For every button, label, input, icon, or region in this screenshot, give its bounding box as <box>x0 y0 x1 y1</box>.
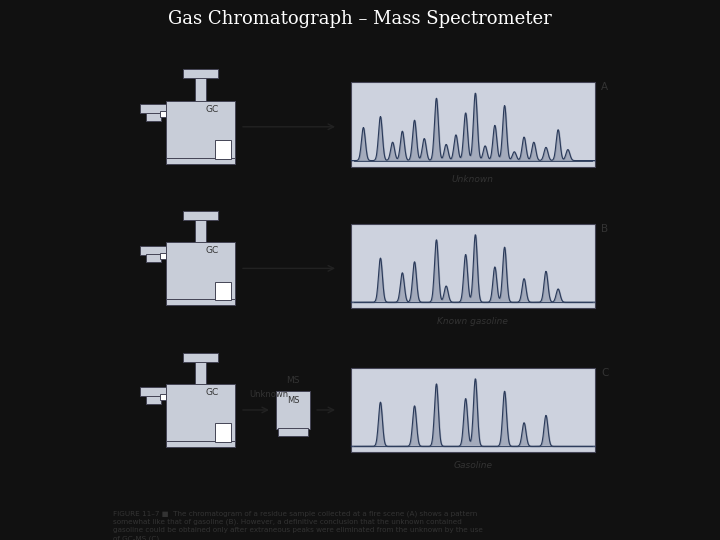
Bar <box>140 246 166 255</box>
Bar <box>351 224 595 308</box>
Bar <box>146 254 161 262</box>
Bar <box>351 368 595 452</box>
Text: A: A <box>601 82 608 92</box>
Bar <box>166 299 235 306</box>
Bar <box>215 281 230 300</box>
Bar <box>215 140 230 159</box>
Bar <box>146 113 161 120</box>
Bar <box>146 396 161 404</box>
Bar <box>183 353 217 362</box>
Bar <box>279 428 307 436</box>
Bar <box>215 423 230 442</box>
Text: GC: GC <box>206 388 219 397</box>
Text: FIGURE 11–7 ■  The chromatogram of a residue sample collected at a fire scene (A: FIGURE 11–7 ■ The chromatogram of a resi… <box>113 510 483 540</box>
Bar <box>166 158 235 164</box>
Bar <box>195 362 206 384</box>
Bar <box>166 242 235 299</box>
Text: MS: MS <box>287 376 300 385</box>
Bar <box>160 253 166 259</box>
Bar <box>166 441 235 447</box>
Bar <box>166 100 235 158</box>
Bar <box>183 70 217 78</box>
Bar <box>276 392 310 429</box>
Bar <box>195 220 206 242</box>
Bar <box>160 111 166 117</box>
Text: MS: MS <box>287 396 300 406</box>
Bar <box>140 387 166 396</box>
Text: Gasoline: Gasoline <box>454 461 492 470</box>
Text: GC: GC <box>206 105 219 114</box>
Bar <box>166 384 235 441</box>
Text: C: C <box>601 368 608 378</box>
Text: GC: GC <box>206 246 219 255</box>
Text: Unknown: Unknown <box>452 176 494 185</box>
Text: B: B <box>601 224 608 234</box>
Bar <box>195 78 206 100</box>
Text: Gas Chromatograph – Mass Spectrometer: Gas Chromatograph – Mass Spectrometer <box>168 10 552 28</box>
Bar <box>183 211 217 220</box>
Text: Known gasoline: Known gasoline <box>438 317 508 326</box>
Bar <box>140 104 166 113</box>
Text: Unknown: Unknown <box>250 389 289 399</box>
Bar <box>351 82 595 166</box>
Bar <box>160 394 166 400</box>
